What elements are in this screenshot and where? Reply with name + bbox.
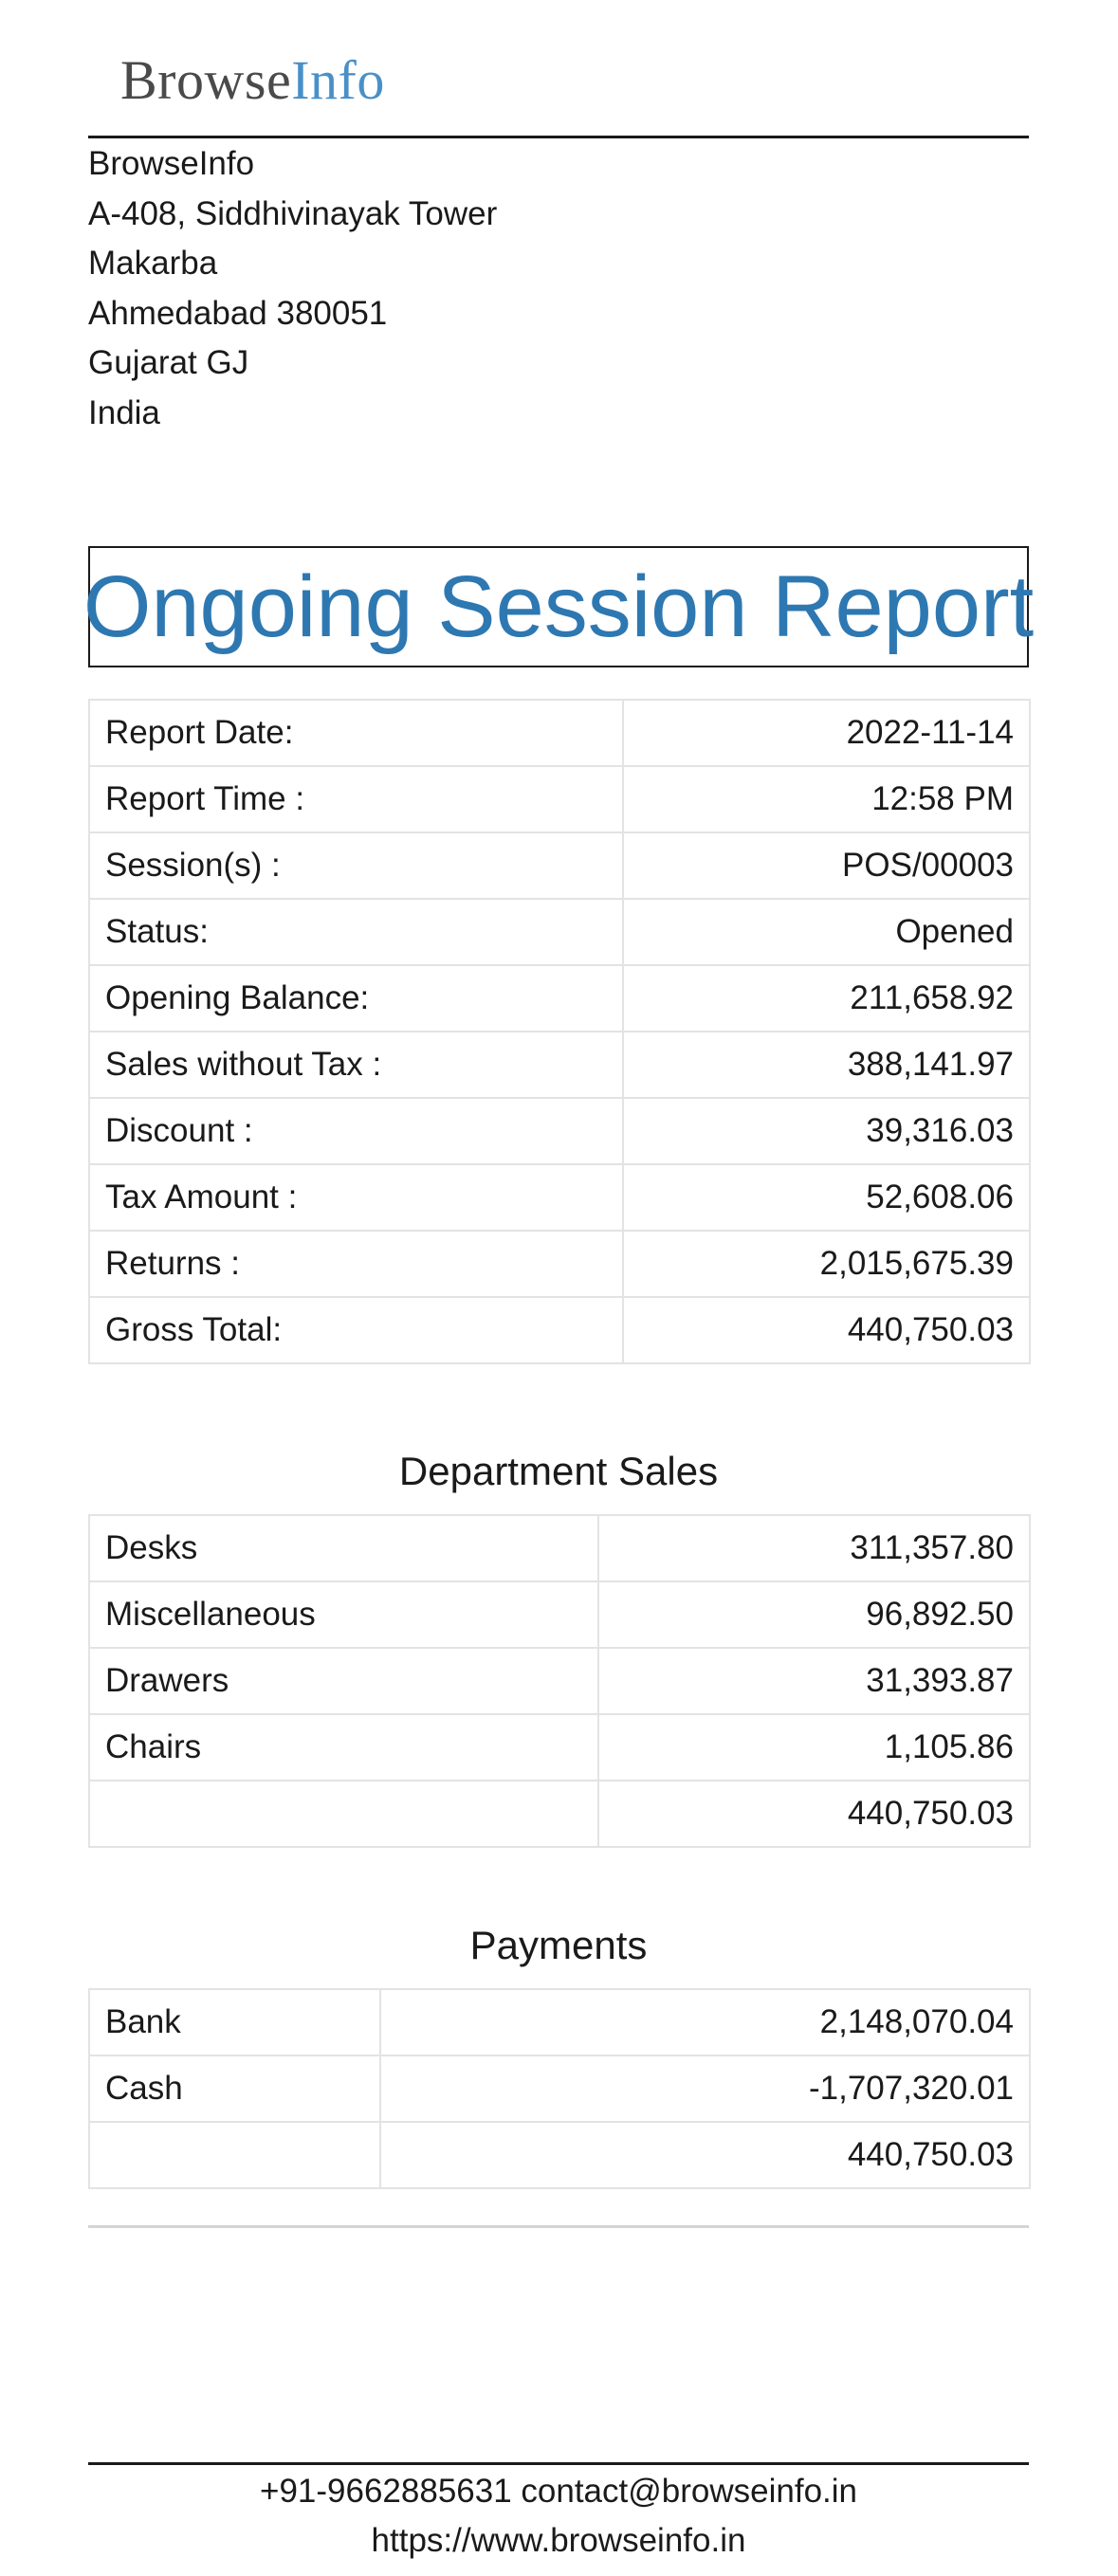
table-row: Returns : 2,015,675.39 <box>88 1230 1031 1298</box>
summary-value: 12:58 PM <box>622 765 1031 833</box>
summary-value: 2022-11-14 <box>622 699 1031 767</box>
department-total-value: 440,750.03 <box>597 1780 1031 1848</box>
table-row: Session(s) : POS/00003 <box>88 831 1031 900</box>
table-row: Sales without Tax : 388,141.97 <box>88 1031 1031 1099</box>
table-row: Miscellaneous 96,892.50 <box>88 1580 1031 1649</box>
payment-total-label <box>88 2121 381 2189</box>
summary-label: Session(s) : <box>88 831 624 900</box>
summary-label: Status: <box>88 898 624 966</box>
table-row: Discount : 39,316.03 <box>88 1097 1031 1165</box>
department-value: 1,105.86 <box>597 1713 1031 1781</box>
summary-label: Report Time : <box>88 765 624 833</box>
summary-label: Returns : <box>88 1230 624 1298</box>
company-address: BrowseInfo A-408, Siddhivinayak Tower Ma… <box>88 139 497 438</box>
address-line-state: Gujarat GJ <box>88 344 249 381</box>
address-line-country: India <box>88 393 160 431</box>
table-row: Chairs 1,105.86 <box>88 1713 1031 1781</box>
summary-table: Report Date: 2022-11-14 Report Time : 12… <box>88 699 1031 1364</box>
logo-text-browse: Browse <box>120 49 292 111</box>
summary-label: Opening Balance: <box>88 964 624 1032</box>
table-row: Tax Amount : 52,608.06 <box>88 1163 1031 1232</box>
summary-value: 39,316.03 <box>622 1097 1031 1165</box>
payment-label: Bank <box>88 1988 381 2056</box>
table-row: Cash -1,707,320.01 <box>88 2055 1031 2123</box>
footer-contact: +91-9662885631 contact@browseinfo.in <box>260 2473 857 2510</box>
department-label: Drawers <box>88 1647 599 1715</box>
table-row: Status: Opened <box>88 898 1031 966</box>
address-line-company: BrowseInfo <box>88 145 255 182</box>
summary-value: POS/00003 <box>622 831 1031 900</box>
department-sales-heading: Department Sales <box>398 1449 719 1493</box>
address-line-area: Makarba <box>88 245 218 282</box>
department-value: 96,892.50 <box>597 1580 1031 1649</box>
summary-label: Sales without Tax : <box>88 1031 624 1099</box>
table-row: Opening Balance: 211,658.92 <box>88 964 1031 1032</box>
payment-total-value: 440,750.03 <box>379 2121 1031 2189</box>
payments-table: Bank 2,148,070.04 Cash -1,707,320.01 440… <box>88 1988 1031 2189</box>
footer-divider <box>88 2462 1029 2465</box>
content-divider <box>88 2225 1029 2228</box>
table-row: Gross Total: 440,750.03 <box>88 1296 1031 1364</box>
summary-value: 52,608.06 <box>622 1163 1031 1232</box>
report-title-box: Ongoing Session Report <box>83 546 1034 667</box>
department-value: 311,357.80 <box>597 1514 1031 1582</box>
summary-label: Tax Amount : <box>88 1163 624 1232</box>
table-row: 440,750.03 <box>88 1780 1031 1848</box>
payment-value: -1,707,320.01 <box>379 2055 1031 2123</box>
address-line-city: Ahmedabad 380051 <box>88 294 388 332</box>
address-line-street: A-408, Siddhivinayak Tower <box>88 194 498 232</box>
summary-label: Discount : <box>88 1097 624 1165</box>
table-row: Bank 2,148,070.04 <box>88 1988 1031 2056</box>
table-row: Report Time : 12:58 PM <box>88 765 1031 833</box>
header-divider <box>88 136 1029 138</box>
table-row: Report Date: 2022-11-14 <box>88 699 1031 767</box>
summary-value: 440,750.03 <box>622 1296 1031 1364</box>
company-logo: BrowseInfo <box>120 53 385 108</box>
department-label: Desks <box>88 1514 599 1582</box>
summary-value: 2,015,675.39 <box>622 1230 1031 1298</box>
department-label: Miscellaneous <box>88 1580 599 1649</box>
logo-text-info: Info <box>291 49 385 111</box>
summary-label: Report Date: <box>88 699 624 767</box>
summary-value: Opened <box>622 898 1031 966</box>
table-row: Desks 311,357.80 <box>88 1514 1031 1582</box>
department-total-label <box>88 1780 599 1848</box>
summary-value: 211,658.92 <box>622 964 1031 1032</box>
payment-value: 2,148,070.04 <box>379 1988 1031 2056</box>
summary-value: 388,141.97 <box>622 1031 1031 1099</box>
report-title: Ongoing Session Report <box>82 558 1035 655</box>
table-row: Drawers 31,393.87 <box>88 1647 1031 1715</box>
footer-website: https://www.browseinfo.in <box>371 2522 746 2559</box>
table-row: 440,750.03 <box>88 2121 1031 2189</box>
department-label: Chairs <box>88 1713 599 1781</box>
department-sales-table: Desks 311,357.80 Miscellaneous 96,892.50… <box>88 1514 1031 1848</box>
summary-label: Gross Total: <box>88 1296 624 1364</box>
payment-label: Cash <box>88 2055 381 2123</box>
payments-heading: Payments <box>469 1923 648 1967</box>
department-value: 31,393.87 <box>597 1647 1031 1715</box>
